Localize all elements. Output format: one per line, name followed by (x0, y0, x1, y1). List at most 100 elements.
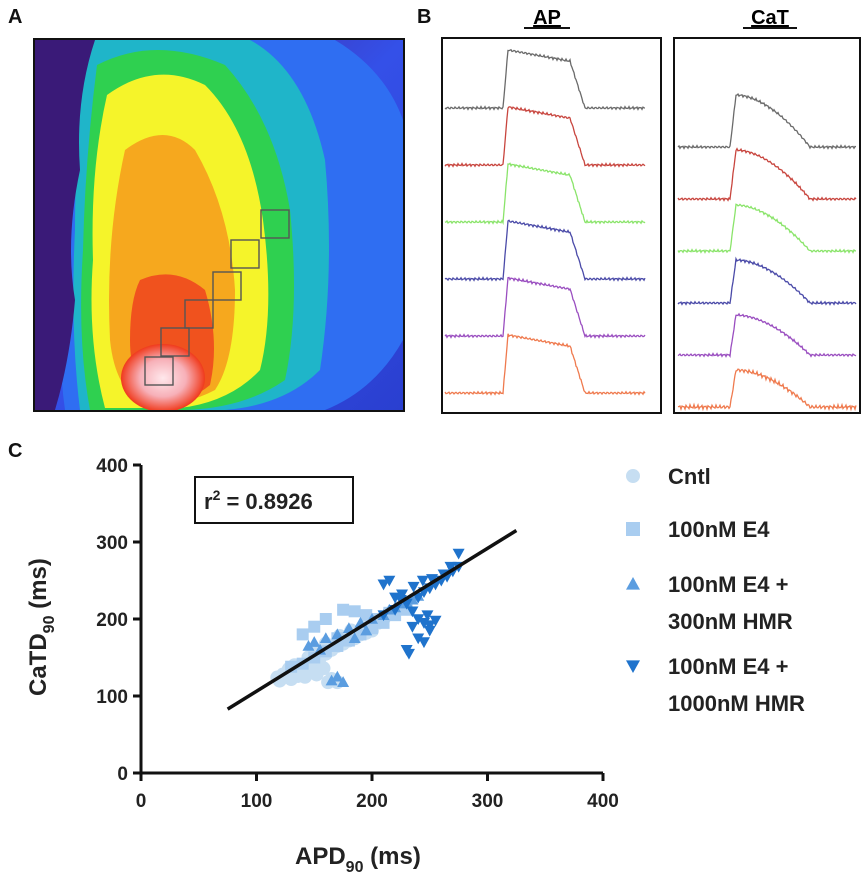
roi-boxes (144, 209, 290, 386)
r2-value: = 0.8926 (220, 489, 312, 514)
point-s4-12 (452, 548, 465, 560)
y-tick-label-100: 100 (96, 687, 128, 708)
ap-trace-6 (444, 333, 646, 396)
point-s4-27 (423, 625, 436, 637)
legend-marker-3 (626, 577, 640, 590)
legend-item-1: Cntl (626, 464, 711, 489)
legend-marker-2 (626, 522, 640, 536)
point-s3-3 (331, 628, 344, 640)
x-label-main: APD (295, 843, 346, 870)
y-label-sub: 90 (41, 615, 58, 633)
y-tick-label-0: 0 (117, 764, 128, 785)
scatter-points (270, 548, 465, 690)
panel-label-c: C (8, 440, 23, 462)
legend-item-3: 100nM E4 + 300nM HMR (626, 572, 793, 634)
panel-label-b: B (417, 6, 432, 28)
r2-r: r (204, 489, 213, 514)
r2-annotation: r2 = 0.8926 (204, 487, 313, 514)
legend-label-3-line2: 300nM HMR (668, 609, 793, 634)
cat-trace-4 (677, 256, 857, 306)
point-s4-24 (402, 648, 415, 660)
legend-label-3: 100nM E4 + (668, 572, 788, 597)
cat-trace-3 (677, 203, 856, 254)
x-axis-label: APD90 (ms) (295, 843, 421, 873)
x-tick-label-400: 400 (587, 791, 619, 812)
x-tick-label-0: 0 (136, 791, 147, 812)
roi-box-5 (230, 239, 260, 269)
point-s4-13 (377, 579, 390, 591)
ap-trace-2 (444, 106, 646, 168)
x-label-sub: 90 (346, 859, 364, 873)
cat-title: CaT (751, 7, 789, 29)
point-s3-20 (302, 639, 315, 651)
trace-panel: AP CaT (441, 7, 861, 414)
scatter-panel: 0 100 200 300 400 0 100 200 300 400 r2 = 0.8926 A… (25, 456, 805, 873)
point-s4-22 (429, 615, 442, 627)
cat-trace-frame (673, 37, 861, 414)
x-tick-label-200: 200 (356, 791, 388, 812)
legend-label-2: 100nM E4 (668, 517, 770, 542)
point-s3-2 (319, 632, 332, 644)
ap-trace-1 (444, 48, 646, 111)
ap-trace-5 (444, 276, 646, 339)
heatmap-left-notch (35, 40, 95, 410)
activation-heatmap (33, 38, 405, 412)
heatmap-svg (35, 40, 403, 410)
ap-trace-3 (444, 162, 646, 226)
legend-marker-1 (626, 469, 640, 483)
point-s3-14 (348, 632, 361, 644)
y-label-unit: (ms) (25, 558, 52, 615)
ap-trace-4 (444, 219, 646, 282)
legend-label-1: Cntl (668, 464, 711, 489)
point-s3-13 (337, 676, 350, 687)
point-s4-25 (412, 633, 425, 645)
cat-trace-1 (677, 93, 857, 150)
cat-trace-2 (677, 147, 857, 202)
point-s4-28 (421, 610, 434, 622)
y-tick-label-200: 200 (96, 610, 128, 631)
legend-item-2: 100nM E4 (626, 517, 770, 542)
point-s4-26 (417, 637, 430, 649)
roi-box-6 (260, 209, 290, 239)
x-tick-label-100: 100 (241, 791, 273, 812)
roi-box-1 (144, 356, 174, 386)
ap-title: AP (533, 7, 561, 29)
point-s3-15 (360, 624, 373, 636)
roi-box-4 (212, 271, 242, 301)
cat-trace-5 (677, 312, 857, 358)
scatter-axes: 0 100 200 300 400 0 100 200 300 400 (96, 456, 619, 812)
ap-traces (444, 48, 646, 396)
y-tick-label-400: 400 (96, 456, 128, 477)
point-s4-29 (396, 589, 409, 601)
point-s3-11 (325, 674, 338, 686)
point-s2-13 (348, 605, 361, 618)
point-s3-1 (308, 636, 321, 647)
point-s4-14 (383, 575, 396, 587)
x-tick-label-300: 300 (472, 791, 504, 812)
point-s4-20 (406, 621, 419, 633)
regression-line (226, 528, 518, 711)
point-s4-30 (407, 581, 420, 593)
legend-label-4-line2: 1000nM HMR (668, 691, 805, 716)
cat-traces (677, 93, 857, 412)
y-tick-label-300: 300 (96, 533, 128, 554)
point-s3-12 (331, 670, 344, 682)
panel-label-a: A (8, 6, 23, 28)
point-s4-4 (412, 592, 425, 604)
point-s2-15 (308, 620, 321, 633)
heatmap-hotspot (121, 344, 205, 410)
y-axis-label: CaTD90 (ms) (25, 558, 58, 696)
point-s2-14 (319, 613, 332, 625)
point-s1-22 (316, 661, 331, 676)
roi-box-3 (184, 299, 214, 329)
point-s4-31 (416, 575, 429, 587)
point-s2-12 (337, 603, 350, 616)
r2-sup: 2 (213, 487, 221, 503)
legend-marker-4 (626, 660, 640, 673)
ap-trace-frame (441, 37, 662, 414)
legend-label-4: 100nM E4 + (668, 654, 788, 679)
legend-item-4: 100nM E4 + 1000nM HMR (626, 654, 805, 716)
x-label-unit: (ms) (363, 843, 420, 870)
point-s2-16 (296, 628, 309, 641)
